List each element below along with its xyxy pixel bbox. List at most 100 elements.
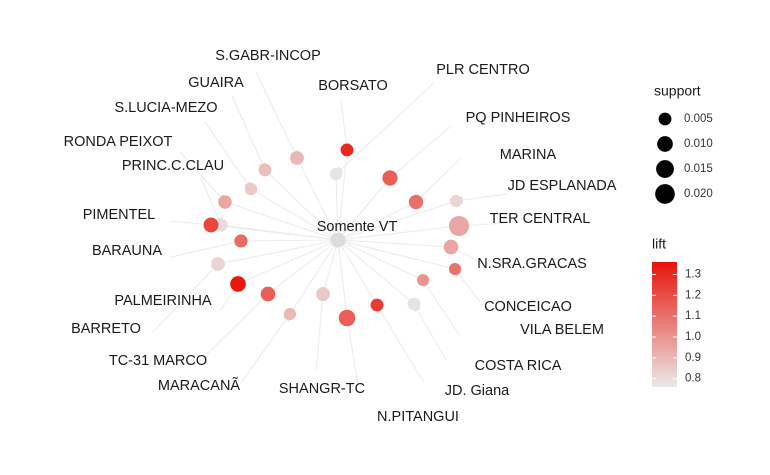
edge-out-18 <box>337 236 452 248</box>
node-label-14: JD. Giana <box>445 383 510 399</box>
edge-out-23 <box>333 173 342 241</box>
edge-in-5 <box>200 177 222 226</box>
support-legend-title: support <box>654 83 701 99</box>
node-17 <box>448 262 462 276</box>
node-label-0: S.GABR-INCOP <box>215 48 321 64</box>
edge-in-1 <box>340 99 350 151</box>
support-legend-label-0: 0.005 <box>684 113 713 125</box>
support-legend: support 0.005 0.010 0.015 0.020 <box>654 83 713 204</box>
edge-out-19 <box>337 225 460 244</box>
node-label-18: N.SRA.GRACAS <box>477 256 587 272</box>
edge-in-21 <box>415 158 461 203</box>
edge-out-12 <box>322 239 340 295</box>
node-16 <box>416 273 430 287</box>
edge-out-2 <box>264 169 339 241</box>
edge-in-13 <box>344 317 359 386</box>
edge-in-20 <box>455 193 508 204</box>
node-label-23: PLR CENTRO <box>436 62 529 78</box>
edge-out-7 <box>240 236 339 244</box>
edge-out-17 <box>337 237 456 270</box>
edge-in-3 <box>204 121 252 190</box>
lift-legend-label-0: 0.8 <box>685 373 701 385</box>
edge-in-23 <box>335 81 436 175</box>
node-label-7: BARAUNA <box>92 243 162 259</box>
node-label-9: BARRETO <box>71 321 141 337</box>
edge-out-6 <box>210 224 339 244</box>
edge-in-7 <box>170 238 242 258</box>
node-8 <box>230 276 246 292</box>
edge-out-20 <box>337 200 457 242</box>
edge-in-2 <box>231 95 266 171</box>
node-0 <box>290 151 304 165</box>
node-label-22: PQ PINHEIROS <box>466 110 571 126</box>
edge-out-22 <box>337 177 391 241</box>
edge-in-22 <box>389 126 451 179</box>
node-19 <box>449 216 469 236</box>
edge-out-13 <box>334 239 348 319</box>
node-label-3: S.LUCIA-MEZO <box>114 100 217 116</box>
edge-in-0 <box>255 71 298 159</box>
node-label-13: N.PITANGUI <box>377 409 459 425</box>
lift-legend-label-2: 1.0 <box>685 331 701 343</box>
edge-in-14 <box>376 304 425 384</box>
node-2 <box>258 163 272 177</box>
node-20 <box>449 194 463 208</box>
edge-out-3 <box>250 188 339 241</box>
node-22 <box>382 170 398 186</box>
node-7 <box>234 234 248 248</box>
support-legend-key-2 <box>656 160 674 178</box>
lift-legend-title: lift <box>652 236 666 252</box>
edge-out-16 <box>337 239 424 281</box>
edge-in-16 <box>422 279 461 337</box>
lift-legend-label-4: 1.2 <box>685 289 701 301</box>
node-4 <box>218 195 232 209</box>
node-label-5: PRINC.C.CLAU <box>122 158 224 174</box>
node-label-15: COSTA RICA <box>475 358 562 374</box>
node-3 <box>244 182 258 196</box>
node-9 <box>211 257 225 271</box>
support-legend-label-1: 0.010 <box>684 138 713 150</box>
edge-in-10 <box>198 293 269 363</box>
lift-legend: lift 0.8 0.9 1.0 1.1 1.2 1.3 <box>652 236 701 387</box>
edge-out-8 <box>237 239 339 285</box>
node-12 <box>316 287 330 301</box>
node-label-2: GUAIRA <box>188 75 244 91</box>
edge-out-10 <box>267 239 339 295</box>
edge-out-15 <box>337 239 415 305</box>
node-14 <box>370 298 384 312</box>
node-layer <box>203 143 469 327</box>
node-label-16: VILA BELEM <box>520 322 604 338</box>
node-23 <box>329 167 343 181</box>
node-1 <box>340 143 354 157</box>
node-label-20: JD ESPLANADA <box>508 178 617 194</box>
node-11 <box>283 307 297 321</box>
edge-out-21 <box>337 201 417 241</box>
node-label-11: MARACANÃ <box>158 377 241 394</box>
edge-in-9 <box>152 263 219 333</box>
support-legend-key-1 <box>657 136 673 152</box>
edge-out-4 <box>224 201 339 242</box>
node-18 <box>443 239 459 255</box>
edge-in-4 <box>179 151 226 203</box>
edge-out-11 <box>289 239 339 315</box>
lift-legend-label-5: 1.3 <box>685 269 701 281</box>
node-13 <box>338 309 356 327</box>
node-label-1: BORSATO <box>318 78 388 94</box>
edge-out-0 <box>296 157 339 241</box>
edge-in-11 <box>240 313 291 384</box>
node-label-17: CONCEICAO <box>484 299 572 315</box>
support-legend-key-0 <box>658 112 672 126</box>
node-6 <box>203 217 219 233</box>
lift-colorbar <box>652 262 677 387</box>
node-label-6: PIMENTEL <box>83 207 156 223</box>
label-layer: S.GABR-INCOP BORSATO GUAIRA S.LUCIA-MEZO RON… <box>64 48 617 425</box>
support-legend-label-3: 0.020 <box>684 188 713 200</box>
support-legend-key-3 <box>655 184 675 204</box>
node-label-8: PALMEIRINHA <box>114 293 212 309</box>
node-label-12: SHANGR-TC <box>279 381 365 397</box>
edge-out-9 <box>217 237 339 265</box>
node-21 <box>408 194 424 210</box>
lift-legend-label-3: 1.1 <box>685 310 701 322</box>
edge-in-15 <box>413 303 447 361</box>
